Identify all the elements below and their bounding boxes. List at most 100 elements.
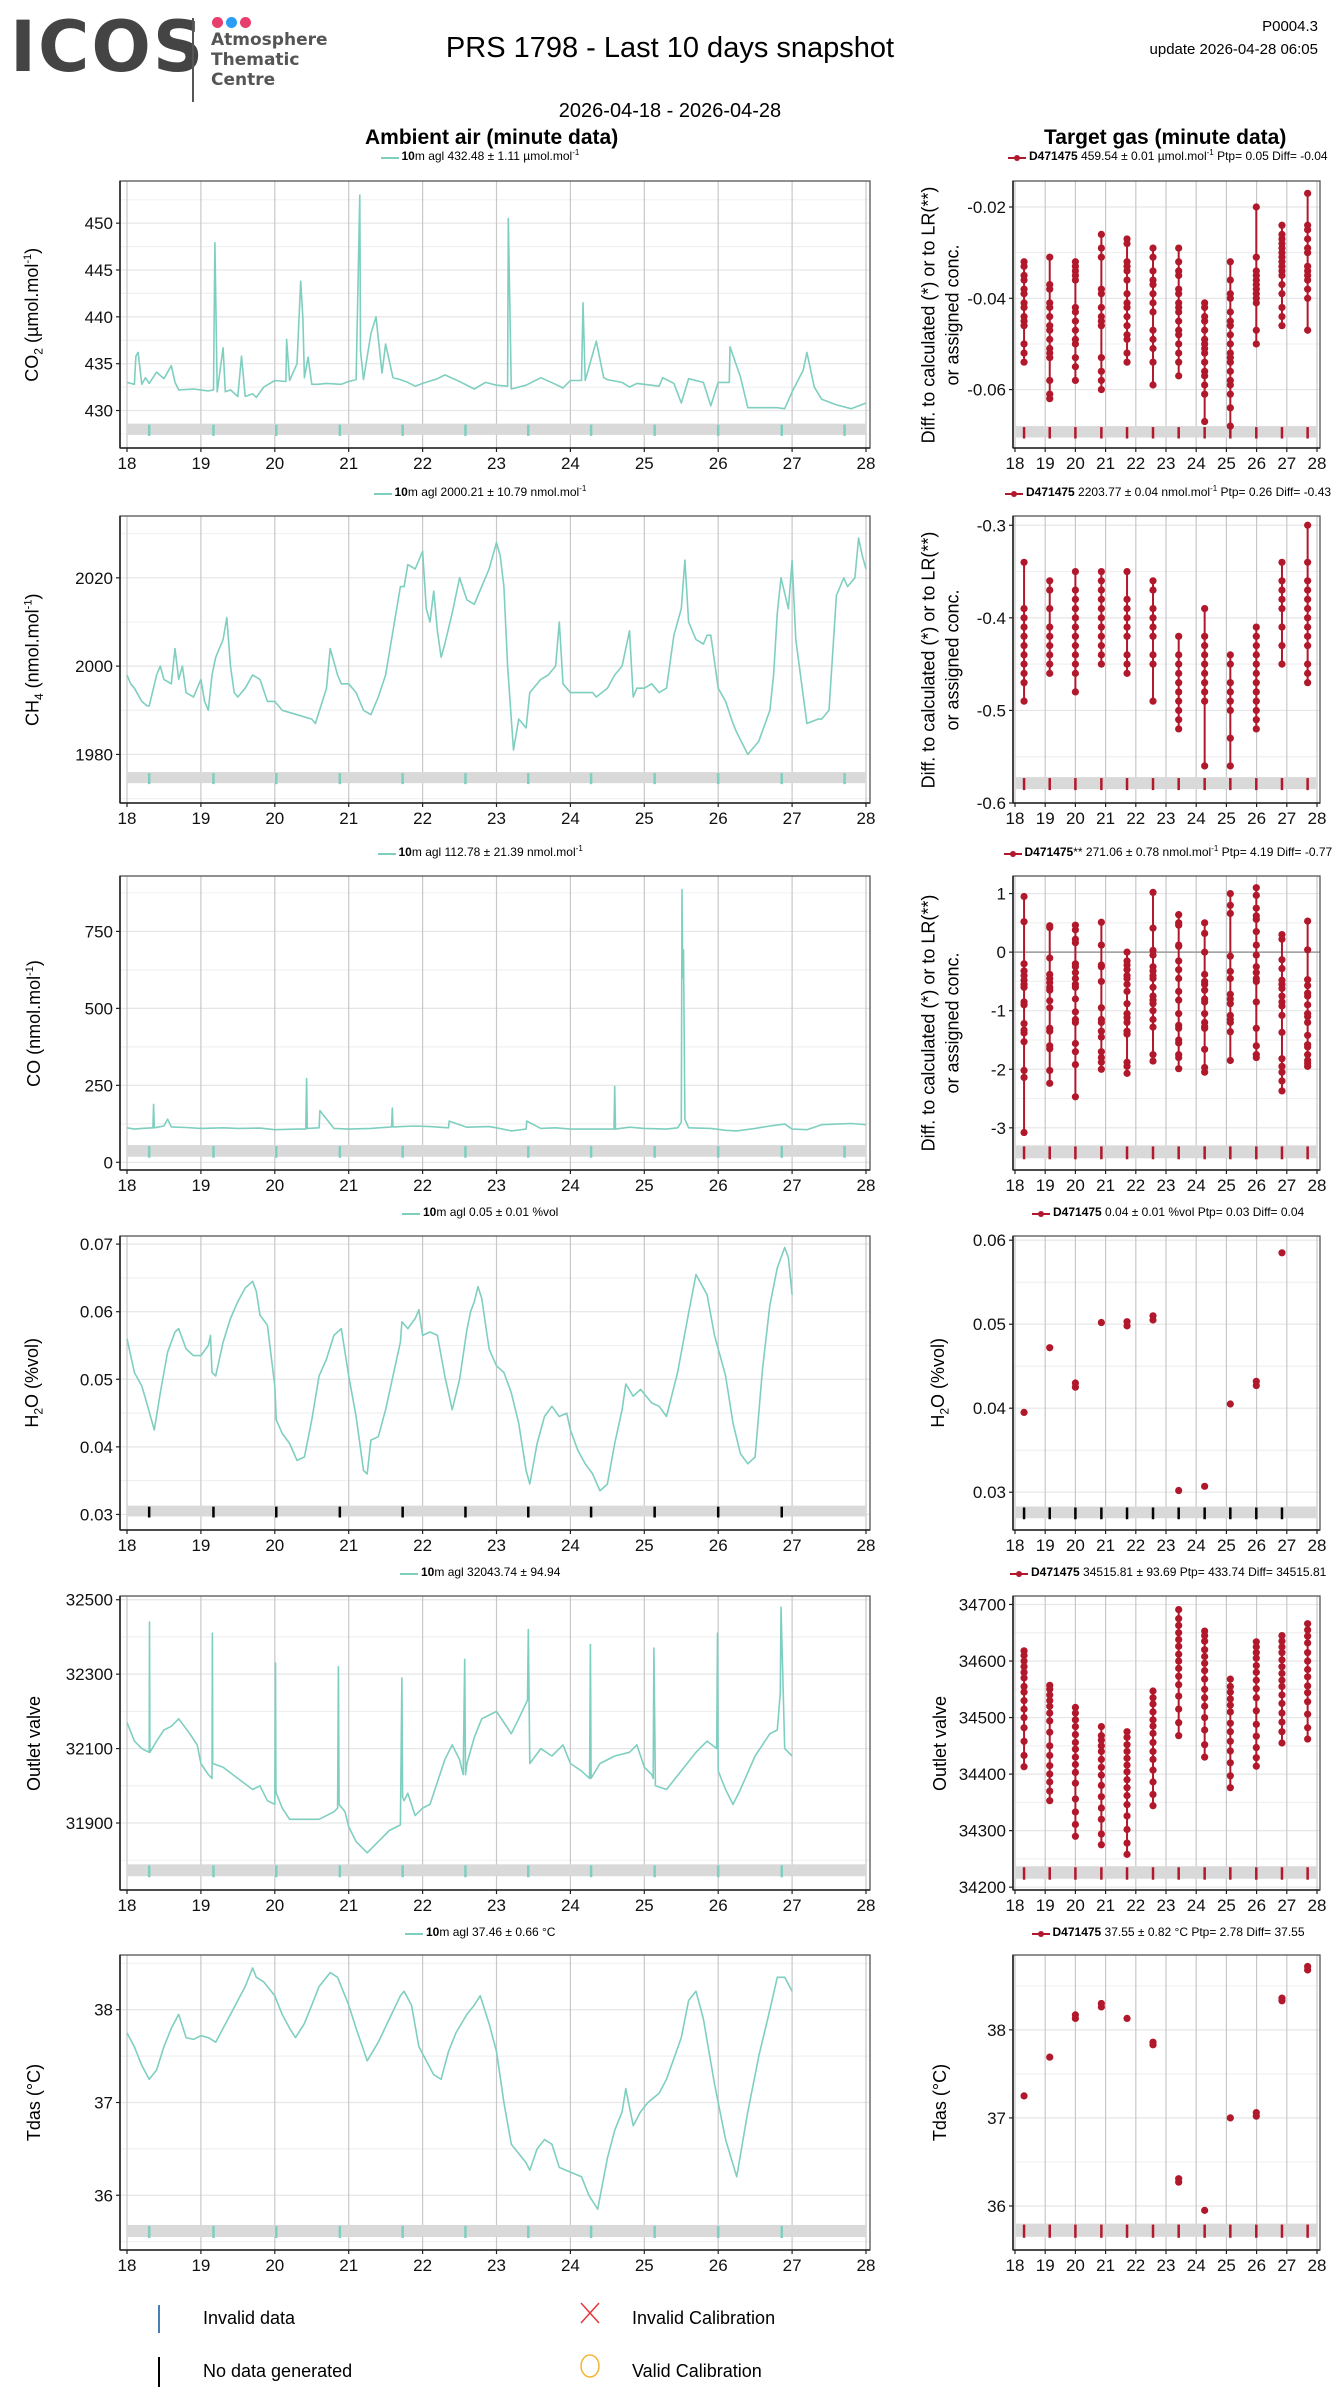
flag-band	[127, 2224, 866, 2238]
target-point	[1046, 923, 1054, 932]
target-point	[1020, 1682, 1028, 1691]
target-point	[1175, 285, 1183, 293]
y-axis-label-line: or assigned conc.	[941, 952, 962, 1094]
target-point	[1278, 930, 1286, 939]
target-point	[1020, 642, 1028, 650]
target-point	[1226, 651, 1234, 659]
target-point	[1252, 1377, 1260, 1385]
target-point	[1304, 271, 1312, 280]
x-tick-label: 28	[857, 1176, 876, 1195]
logo-dot-icon	[240, 17, 251, 28]
target-point	[1097, 595, 1105, 603]
target-point	[1020, 980, 1028, 988]
target-point	[1201, 977, 1209, 986]
target-point	[1201, 344, 1209, 353]
target-point	[1304, 1966, 1312, 1974]
logo-subtitle-line: Centre	[211, 70, 276, 90]
target-point	[1071, 2014, 1079, 2023]
target-point	[1175, 1732, 1183, 1740]
target-point	[1278, 1062, 1286, 1070]
target-point	[1123, 239, 1131, 248]
plot-frame	[119, 875, 871, 1171]
target-point	[1097, 1027, 1105, 1035]
legend-label-bold: D471475	[1024, 845, 1074, 859]
no-data-icon	[158, 2357, 160, 2387]
target-point	[1071, 921, 1079, 929]
y-tick-label: -0.02	[967, 198, 1006, 217]
target-point	[1278, 660, 1286, 668]
x-tick-label: 26	[1247, 454, 1266, 473]
target-point	[1123, 957, 1131, 965]
plot-background	[1013, 1596, 1320, 1890]
target-point	[1252, 1762, 1260, 1770]
target-point	[1278, 1055, 1286, 1063]
x-tick-label: 25	[1217, 2256, 1236, 2275]
legend-label-tail: Ptp= 0.05 Diff= -0.04	[1213, 149, 1328, 163]
target-point	[1304, 1735, 1312, 1743]
ambient-series-line	[126, 1967, 793, 2210]
x-tick-label: 18	[118, 1896, 137, 1915]
x-tick-label: 28	[857, 2256, 876, 2275]
ambient-legend: 10m agl 32043.74 ± 94.94	[400, 1565, 560, 1580]
target-point	[1123, 303, 1131, 312]
x-tick-label: 18	[1006, 454, 1025, 473]
y-tick-label: 32300	[66, 1665, 113, 1684]
target-point	[1304, 917, 1312, 925]
target-point	[1252, 2109, 1260, 2117]
target-point	[1071, 1820, 1079, 1829]
target-point	[1020, 2092, 1028, 2100]
target-point	[1071, 1383, 1079, 1391]
target-point	[1226, 349, 1234, 357]
y-tick-label: 32100	[66, 1740, 113, 1759]
y-tick-label: 250	[85, 1076, 113, 1095]
target-point	[1252, 977, 1260, 986]
target-point	[1071, 271, 1079, 280]
plot-frame	[1012, 1595, 1321, 1891]
target-point	[1201, 1646, 1209, 1654]
target-point	[1046, 335, 1054, 343]
x-tick-label: 20	[265, 454, 284, 473]
target-point	[1020, 998, 1028, 1006]
target-point	[1175, 1024, 1183, 1032]
target-heading: Target gas (minute data)	[1044, 126, 1287, 149]
target-point	[1123, 660, 1131, 668]
target-point	[1020, 651, 1028, 659]
target-point	[1071, 586, 1079, 594]
target-point	[1304, 1062, 1312, 1070]
target-point	[1149, 1747, 1157, 1756]
target-point	[1175, 941, 1183, 949]
target-point	[1252, 299, 1260, 307]
target-point	[1046, 1787, 1054, 1795]
target-point	[1278, 1087, 1286, 1095]
x-tick-label: 23	[487, 1536, 506, 1555]
target-point	[1226, 1000, 1234, 1008]
target-point	[1201, 417, 1209, 426]
target-point	[1278, 1249, 1286, 1257]
target-point	[1175, 358, 1183, 366]
legend-label-bold: D471475	[1031, 1565, 1080, 1579]
target-point	[1123, 290, 1131, 298]
target-point	[1149, 244, 1157, 252]
target-point	[1226, 1688, 1234, 1696]
target-point	[1252, 716, 1260, 724]
target-point	[1071, 651, 1079, 659]
x-tick-label: 26	[709, 2256, 728, 2275]
x-tick-label: 18	[118, 1176, 137, 1195]
target-point	[1201, 317, 1209, 325]
target-point	[1123, 980, 1131, 988]
target-point	[1020, 960, 1028, 968]
target-point	[1252, 276, 1260, 284]
x-tick-label: 22	[413, 454, 432, 473]
target-point	[1071, 258, 1079, 266]
target-point	[1252, 281, 1260, 289]
target-point	[1149, 967, 1157, 975]
y-axis-label: Diff. to calculated (*) or to LR(**) or a…	[916, 531, 964, 788]
target-point	[1201, 1667, 1209, 1675]
target-point	[1278, 1718, 1286, 1726]
target-point	[1252, 1694, 1260, 1702]
x-tick-label: 28	[1308, 1536, 1327, 1555]
x-tick-label: 26	[1247, 1896, 1266, 1915]
target-point	[1046, 2053, 1054, 2061]
target-point	[1304, 226, 1312, 234]
